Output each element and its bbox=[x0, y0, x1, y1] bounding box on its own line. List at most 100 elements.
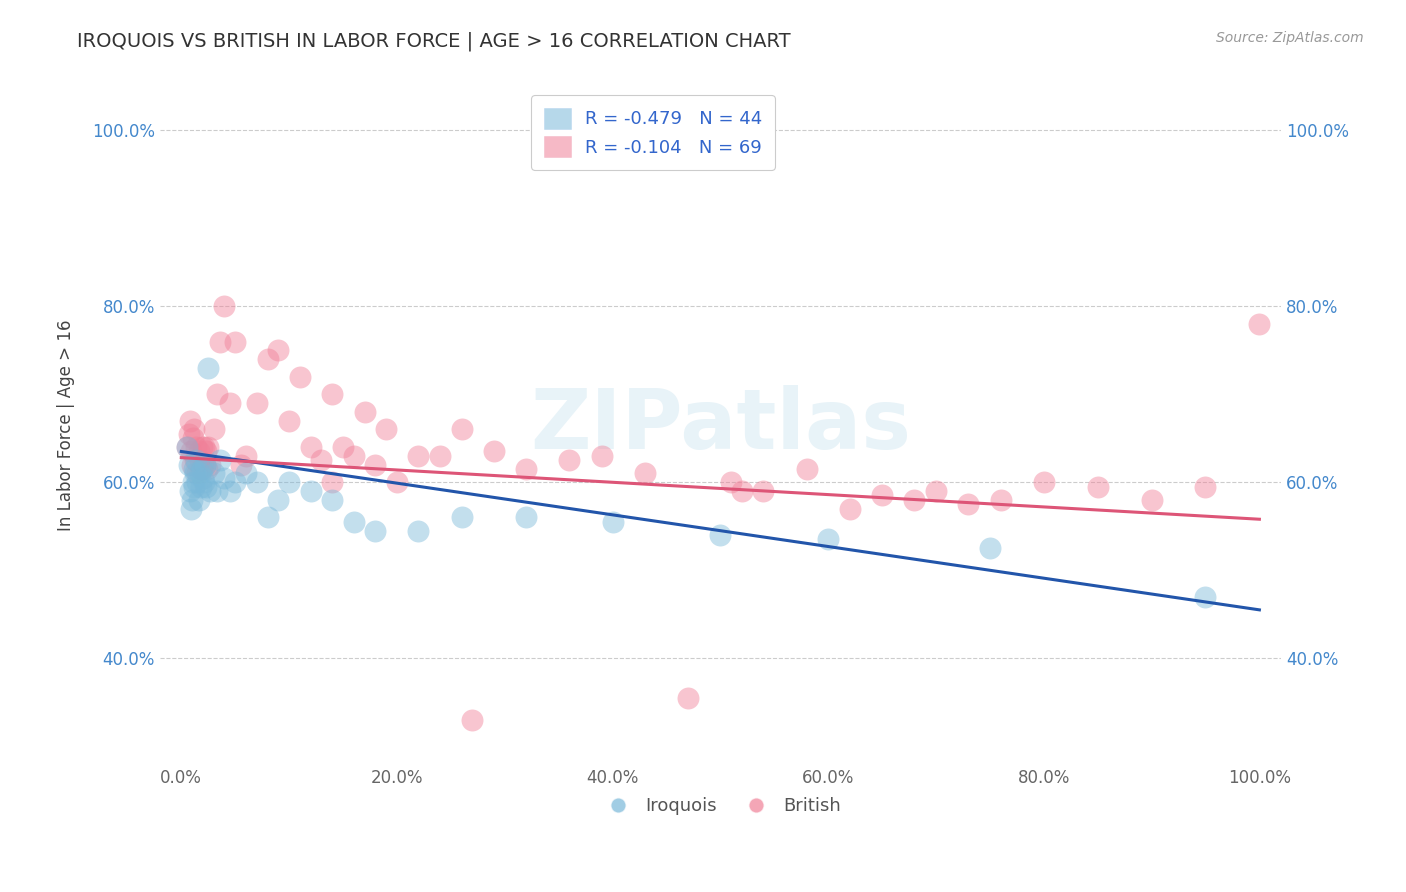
Point bbox=[229, 458, 252, 472]
Point bbox=[752, 484, 775, 499]
Point bbox=[375, 422, 398, 436]
Point bbox=[591, 449, 613, 463]
Point bbox=[925, 484, 948, 499]
Point bbox=[180, 501, 202, 516]
Point bbox=[197, 440, 219, 454]
Point bbox=[321, 492, 343, 507]
Point bbox=[1087, 480, 1109, 494]
Point bbox=[191, 458, 214, 472]
Point bbox=[181, 475, 204, 490]
Point bbox=[343, 515, 366, 529]
Point bbox=[720, 475, 742, 490]
Point bbox=[979, 541, 1001, 556]
Point bbox=[796, 462, 818, 476]
Point bbox=[1194, 480, 1216, 494]
Point bbox=[332, 440, 354, 454]
Point bbox=[209, 453, 232, 467]
Point bbox=[197, 360, 219, 375]
Point bbox=[870, 488, 893, 502]
Point bbox=[385, 475, 408, 490]
Point bbox=[1140, 492, 1163, 507]
Point bbox=[246, 475, 269, 490]
Point bbox=[731, 484, 754, 499]
Point bbox=[186, 467, 208, 481]
Point bbox=[602, 515, 624, 529]
Point bbox=[429, 449, 451, 463]
Point bbox=[364, 524, 387, 538]
Point bbox=[353, 405, 375, 419]
Point bbox=[482, 444, 505, 458]
Point bbox=[343, 449, 366, 463]
Point bbox=[214, 299, 236, 313]
Point bbox=[256, 510, 278, 524]
Point bbox=[177, 458, 200, 472]
Point bbox=[957, 497, 980, 511]
Point bbox=[193, 440, 215, 454]
Point bbox=[200, 458, 222, 472]
Point bbox=[224, 475, 246, 490]
Point bbox=[256, 352, 278, 367]
Point bbox=[200, 484, 222, 499]
Point bbox=[186, 475, 208, 490]
Point bbox=[187, 492, 209, 507]
Point bbox=[558, 453, 581, 467]
Point bbox=[408, 449, 430, 463]
Text: Source: ZipAtlas.com: Source: ZipAtlas.com bbox=[1216, 31, 1364, 45]
Point bbox=[194, 458, 217, 472]
Point bbox=[177, 426, 200, 441]
Point bbox=[176, 440, 198, 454]
Point bbox=[209, 334, 232, 349]
Point bbox=[311, 453, 333, 467]
Point bbox=[184, 467, 207, 481]
Point bbox=[190, 440, 212, 454]
Point bbox=[180, 444, 202, 458]
Y-axis label: In Labor Force | Age > 16: In Labor Force | Age > 16 bbox=[58, 319, 75, 531]
Point bbox=[205, 387, 228, 401]
Point bbox=[1032, 475, 1054, 490]
Point bbox=[188, 453, 211, 467]
Point bbox=[634, 467, 657, 481]
Point bbox=[461, 713, 484, 727]
Point bbox=[214, 471, 236, 485]
Point bbox=[195, 480, 218, 494]
Point bbox=[235, 467, 257, 481]
Point bbox=[193, 475, 215, 490]
Point bbox=[450, 510, 472, 524]
Point bbox=[990, 492, 1012, 507]
Point bbox=[515, 510, 537, 524]
Point bbox=[246, 396, 269, 410]
Point bbox=[364, 458, 387, 472]
Point bbox=[181, 458, 204, 472]
Point bbox=[278, 475, 301, 490]
Point bbox=[202, 467, 225, 481]
Point bbox=[195, 444, 218, 458]
Point bbox=[194, 458, 217, 472]
Point bbox=[179, 484, 201, 499]
Point bbox=[188, 467, 211, 481]
Point bbox=[195, 462, 218, 476]
Point bbox=[181, 492, 204, 507]
Point bbox=[183, 422, 205, 436]
Point bbox=[183, 462, 205, 476]
Point bbox=[187, 444, 209, 458]
Point bbox=[299, 440, 322, 454]
Point bbox=[183, 480, 205, 494]
Point bbox=[267, 492, 290, 507]
Point bbox=[186, 453, 208, 467]
Point bbox=[1194, 590, 1216, 604]
Point bbox=[184, 453, 207, 467]
Point bbox=[278, 414, 301, 428]
Point bbox=[1249, 317, 1271, 331]
Point bbox=[190, 462, 212, 476]
Point bbox=[450, 422, 472, 436]
Point bbox=[903, 492, 925, 507]
Point bbox=[179, 414, 201, 428]
Point bbox=[181, 431, 204, 445]
Point bbox=[321, 387, 343, 401]
Point bbox=[321, 475, 343, 490]
Point bbox=[288, 369, 311, 384]
Text: ZIPatlas: ZIPatlas bbox=[530, 384, 911, 466]
Point bbox=[190, 480, 212, 494]
Legend: Iroquois, British: Iroquois, British bbox=[592, 790, 848, 822]
Point bbox=[202, 422, 225, 436]
